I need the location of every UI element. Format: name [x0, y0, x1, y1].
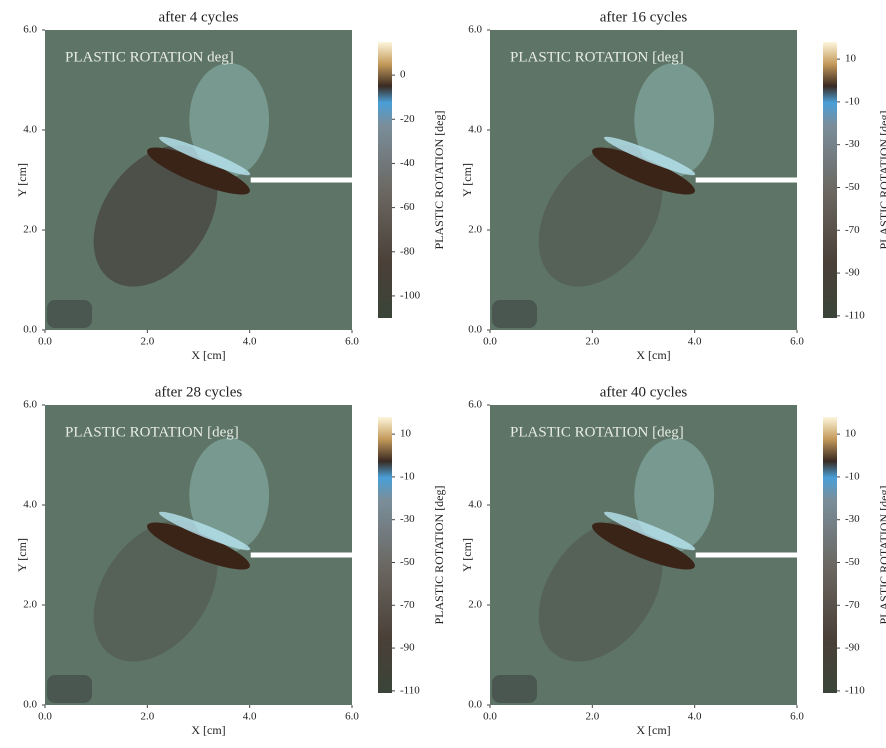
plot-label: PLASTIC ROTATION [deg] — [510, 49, 684, 65]
y-tick-label: 2.0 — [23, 599, 37, 611]
colorbar-label: PLASTIC ROTATION [deg] — [432, 485, 446, 624]
plot-label: PLASTIC ROTATION [deg] — [65, 424, 239, 440]
crack — [251, 553, 352, 558]
colorbar-tick-label: -90 — [400, 642, 415, 654]
colorbar-tick-label: -20 — [400, 113, 415, 125]
colorbar-tick-label: -50 — [845, 181, 860, 193]
crack — [251, 178, 352, 183]
y-tick-label: 0.0 — [468, 699, 482, 711]
y-tick-label: 4.0 — [23, 499, 37, 511]
y-tick-label: 6.0 — [468, 24, 482, 36]
x-tick-label: 4.0 — [243, 336, 257, 348]
x-tick-label: 2.0 — [585, 336, 599, 348]
x-tick-label: 0.0 — [483, 711, 497, 723]
x-tick-label: 4.0 — [243, 711, 257, 723]
colorbar — [378, 417, 392, 693]
y-tick-label: 2.0 — [468, 224, 482, 236]
y-axis-label: Y [cm] — [15, 538, 29, 572]
x-tick-label: 0.0 — [38, 336, 52, 348]
colorbar-tick-label: -10 — [400, 470, 415, 482]
colorbar-tick-label: -110 — [400, 684, 420, 696]
x-tick-label: 6.0 — [790, 711, 804, 723]
colorbar-tick-label: -100 — [400, 289, 421, 301]
colorbar-tick-label: -30 — [845, 138, 860, 150]
crack — [696, 553, 797, 558]
colorbar-tick-label: -10 — [845, 95, 860, 107]
corner-patch — [47, 300, 92, 328]
x-tick-label: 4.0 — [688, 336, 702, 348]
colorbar-label: PLASTIC ROTATION [deg] — [432, 110, 446, 249]
colorbar — [378, 42, 392, 318]
colorbar-tick-label: -50 — [400, 556, 415, 568]
y-axis-label: Y [cm] — [15, 163, 29, 197]
plot-label: PLASTIC ROTATION [deg] — [510, 424, 684, 440]
colorbar-tick-label: -110 — [845, 309, 865, 321]
y-tick-label: 0.0 — [468, 324, 482, 336]
y-tick-label: 0.0 — [23, 324, 37, 336]
colorbar-tick-label: -10 — [845, 470, 860, 482]
y-axis-label: Y [cm] — [460, 163, 474, 197]
x-axis-label: X [cm] — [636, 723, 670, 737]
colorbar-tick-label: -90 — [845, 267, 860, 279]
x-tick-label: 0.0 — [38, 711, 52, 723]
colorbar-tick-label: 10 — [845, 428, 857, 440]
colorbar-label: PLASTIC ROTATION [deg] — [877, 485, 886, 624]
y-axis-label: Y [cm] — [460, 538, 474, 572]
colorbar-tick-label: 0 — [400, 69, 406, 81]
corner-patch — [492, 675, 537, 703]
colorbar-tick-label: -70 — [845, 599, 860, 611]
y-tick-label: 2.0 — [468, 599, 482, 611]
colorbar-tick-label: -70 — [400, 599, 415, 611]
panel-title: after 40 cycles — [600, 384, 688, 400]
colorbar-tick-label: -30 — [400, 513, 415, 525]
colorbar-tick-label: -60 — [400, 201, 415, 213]
colorbar-tick-label: -50 — [845, 556, 860, 568]
colorbar-tick-label: -30 — [845, 513, 860, 525]
figure: after 4 cycles PLASTIC ROTATION deg] 0.0 2.… — [0, 0, 886, 748]
y-tick-label: 6.0 — [23, 399, 37, 411]
x-tick-label: 2.0 — [140, 711, 154, 723]
panel: after 16 cycles PLASTIC ROTATION [deg] 0.0… — [460, 9, 886, 361]
crack — [696, 178, 797, 183]
y-tick-label: 0.0 — [23, 699, 37, 711]
y-tick-label: 4.0 — [23, 124, 37, 136]
x-tick-label: 2.0 — [140, 336, 154, 348]
panel-title: after 16 cycles — [600, 9, 688, 25]
x-axis-label: X [cm] — [191, 723, 225, 737]
x-tick-label: 6.0 — [345, 336, 359, 348]
y-tick-label: 4.0 — [468, 124, 482, 136]
plot-label: PLASTIC ROTATION deg] — [65, 49, 234, 65]
panel: after 4 cycles PLASTIC ROTATION deg] 0.0 2.… — [15, 9, 446, 361]
panel-title: after 4 cycles — [159, 9, 239, 25]
y-tick-label: 6.0 — [23, 24, 37, 36]
colorbar-tick-label: 10 — [400, 428, 412, 440]
colorbar — [823, 42, 837, 318]
x-axis-label: X [cm] — [191, 348, 225, 362]
colorbar-tick-label: -40 — [400, 157, 415, 169]
y-tick-label: 6.0 — [468, 399, 482, 411]
x-tick-label: 6.0 — [790, 336, 804, 348]
y-tick-label: 2.0 — [23, 224, 37, 236]
x-tick-label: 6.0 — [345, 711, 359, 723]
panel: after 40 cycles PLASTIC ROTATION [deg] 0.0… — [460, 384, 886, 736]
corner-patch — [492, 300, 537, 328]
panel-title: after 28 cycles — [155, 384, 243, 400]
colorbar-tick-label: -90 — [845, 642, 860, 654]
x-tick-label: 2.0 — [585, 711, 599, 723]
colorbar-label: PLASTIC ROTATION [deg] — [877, 110, 886, 249]
colorbar — [823, 417, 837, 693]
colorbar-tick-label: -70 — [845, 224, 860, 236]
panel: after 28 cycles PLASTIC ROTATION [deg] 0.0… — [15, 384, 446, 736]
y-tick-label: 4.0 — [468, 499, 482, 511]
colorbar-tick-label: -80 — [400, 245, 415, 257]
corner-patch — [47, 675, 92, 703]
colorbar-tick-label: -110 — [845, 684, 865, 696]
colorbar-tick-label: 10 — [845, 53, 857, 65]
x-axis-label: X [cm] — [636, 348, 670, 362]
x-tick-label: 0.0 — [483, 336, 497, 348]
x-tick-label: 4.0 — [688, 711, 702, 723]
